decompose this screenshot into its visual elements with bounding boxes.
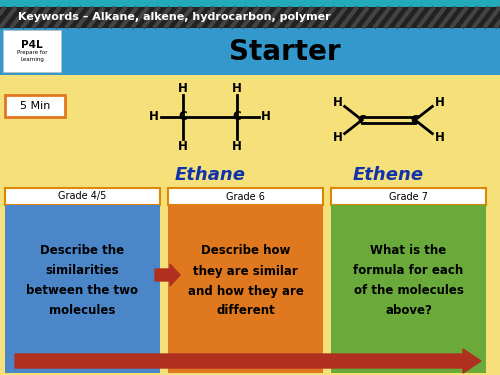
- FancyArrow shape: [155, 264, 180, 286]
- Text: Grade 6: Grade 6: [226, 192, 265, 201]
- Text: 5 Min: 5 Min: [20, 101, 50, 111]
- Text: Keywords – Alkane, alkene, hydrocarbon, polymer: Keywords – Alkane, alkene, hydrocarbon, …: [18, 12, 330, 22]
- Text: Grade 4/5: Grade 4/5: [58, 192, 106, 201]
- Text: H: H: [232, 140, 242, 153]
- Bar: [168, 188, 323, 205]
- FancyArrow shape: [15, 349, 481, 373]
- Text: H: H: [434, 96, 444, 109]
- Text: What is the
formula for each
of the molecules
above?: What is the formula for each of the mole…: [354, 244, 464, 318]
- Bar: [0, 7, 500, 28]
- FancyBboxPatch shape: [5, 95, 65, 117]
- Text: H: H: [332, 131, 342, 144]
- Text: Ethane: Ethane: [174, 166, 246, 184]
- Text: Describe how
they are similar
and how they are
different: Describe how they are similar and how th…: [188, 244, 304, 318]
- Text: H: H: [178, 140, 188, 153]
- Text: H: H: [261, 111, 271, 123]
- Text: P4L: P4L: [21, 40, 43, 50]
- Text: C: C: [178, 111, 188, 123]
- Text: H: H: [434, 131, 444, 144]
- Bar: [5, 188, 160, 205]
- Text: Grade 7: Grade 7: [389, 192, 428, 201]
- Bar: [331, 205, 486, 373]
- Bar: [331, 188, 486, 205]
- Text: H: H: [178, 81, 188, 94]
- Text: H: H: [149, 111, 159, 123]
- Text: C: C: [358, 114, 366, 126]
- Bar: [5, 205, 160, 373]
- Text: H: H: [332, 96, 342, 109]
- Text: C: C: [232, 111, 241, 123]
- Text: Starter: Starter: [229, 38, 341, 66]
- Bar: [0, 75, 500, 190]
- Text: Describe the
similarities
between the two
molecules: Describe the similarities between the tw…: [26, 244, 138, 318]
- Bar: [168, 205, 323, 373]
- Text: Prepare for
Learning: Prepare for Learning: [17, 50, 47, 62]
- Text: H: H: [232, 81, 242, 94]
- Bar: [3, 30, 61, 72]
- Text: Ethene: Ethene: [352, 166, 424, 184]
- Bar: [0, 0, 500, 7]
- Text: C: C: [410, 114, 420, 126]
- Bar: [0, 28, 500, 75]
